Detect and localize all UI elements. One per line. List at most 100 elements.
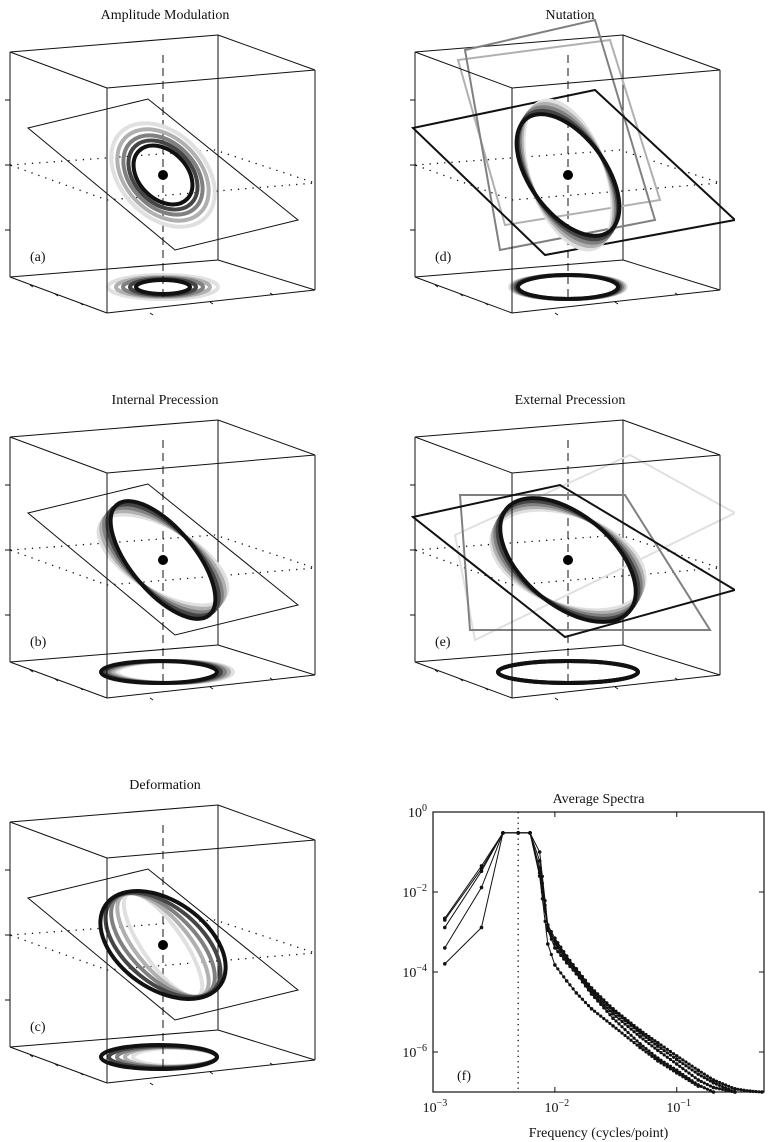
data-point — [705, 1082, 709, 1087]
box-edge — [622, 34, 721, 71]
data-point — [443, 925, 447, 930]
data-point — [693, 1082, 697, 1086]
data-point — [443, 918, 447, 922]
trace-plane — [26, 868, 300, 1021]
data-point — [748, 1089, 752, 1093]
data-point — [596, 999, 600, 1003]
data-point — [696, 1078, 701, 1082]
data-point — [647, 1034, 651, 1039]
center-dot — [158, 555, 168, 565]
panel-label: (e) — [435, 635, 451, 650]
data-point — [711, 1090, 716, 1094]
data-point — [653, 1057, 657, 1061]
data-point — [681, 1072, 685, 1077]
data-point — [608, 1013, 612, 1017]
data-point — [702, 1072, 706, 1076]
data-point — [721, 1082, 725, 1086]
data-point — [674, 1057, 679, 1062]
axis-tick — [54, 293, 59, 297]
panel-label: (b) — [30, 635, 47, 650]
data-point — [620, 1031, 624, 1035]
data-point — [617, 1017, 621, 1021]
axis-tick — [269, 1062, 274, 1066]
box-edge — [511, 69, 721, 89]
data-point — [687, 1062, 691, 1066]
panel-label: (c) — [30, 1020, 46, 1035]
data-point — [635, 1032, 639, 1036]
data-point — [635, 1043, 639, 1047]
data-point — [623, 1027, 627, 1032]
ellipse-trace — [514, 112, 622, 238]
data-point — [596, 994, 600, 998]
data-point — [589, 1007, 594, 1011]
data-point — [574, 972, 579, 976]
box-edge — [414, 661, 513, 699]
data-point — [593, 995, 597, 1000]
data-point — [656, 1056, 660, 1060]
data-point — [614, 1019, 618, 1023]
ellipse-trace — [115, 127, 211, 223]
axis-tick — [29, 1054, 34, 1058]
data-point — [656, 1048, 660, 1053]
3d-plot — [5, 419, 316, 701]
data-point — [608, 1021, 612, 1026]
data-point — [593, 991, 597, 995]
ellipse-trace — [108, 499, 218, 621]
box-edge — [106, 839, 316, 859]
data-point — [650, 1044, 654, 1048]
box-edge — [9, 804, 219, 823]
data-point — [635, 1028, 639, 1033]
data-point — [605, 1009, 609, 1013]
box-edge — [9, 821, 108, 859]
data-point — [714, 1086, 719, 1090]
data-point — [583, 984, 588, 988]
data-point — [681, 1066, 685, 1071]
data-point — [635, 1039, 639, 1043]
data-point — [568, 964, 572, 969]
data-point — [577, 994, 581, 998]
data-point — [602, 1003, 606, 1007]
panel-label: (a) — [30, 250, 46, 265]
data-point — [751, 1089, 755, 1093]
axis-tick — [54, 1063, 59, 1067]
data-point — [668, 1049, 673, 1054]
data-point — [647, 1052, 651, 1056]
box-edge — [217, 1029, 316, 1061]
data-point — [665, 1065, 669, 1069]
data-point — [699, 1079, 703, 1084]
data-point — [662, 1045, 666, 1049]
box-edge — [9, 661, 108, 699]
data-point — [730, 1089, 734, 1093]
data-point — [583, 1000, 588, 1005]
data-point — [690, 1064, 694, 1068]
data-point — [727, 1084, 731, 1088]
data-point — [568, 983, 572, 987]
axis-tick — [459, 678, 464, 682]
data-point — [537, 874, 542, 878]
data-point — [599, 1014, 603, 1018]
data-point — [665, 1062, 669, 1066]
ellipse-trace — [131, 143, 195, 207]
data-point — [717, 1083, 722, 1088]
data-point — [644, 1050, 648, 1054]
data-point — [608, 1005, 612, 1010]
data-point — [479, 885, 484, 890]
box-edge — [414, 644, 624, 663]
series-line-3 — [444, 832, 735, 1093]
data-point — [443, 946, 447, 950]
data-point — [662, 1063, 666, 1067]
axis-tick — [269, 677, 274, 681]
data-point — [696, 1084, 701, 1088]
x-tick-label: 10−2 — [545, 1098, 570, 1116]
box-edge — [106, 1059, 316, 1084]
data-point — [693, 1076, 697, 1080]
data-point — [549, 952, 553, 957]
data-point — [687, 1071, 691, 1075]
data-point — [617, 1022, 621, 1026]
data-point — [638, 1045, 642, 1050]
data-point — [562, 975, 566, 979]
box-edge — [217, 259, 316, 291]
data-point — [562, 954, 566, 958]
data-point — [599, 1000, 603, 1004]
axis-tick — [209, 686, 214, 690]
